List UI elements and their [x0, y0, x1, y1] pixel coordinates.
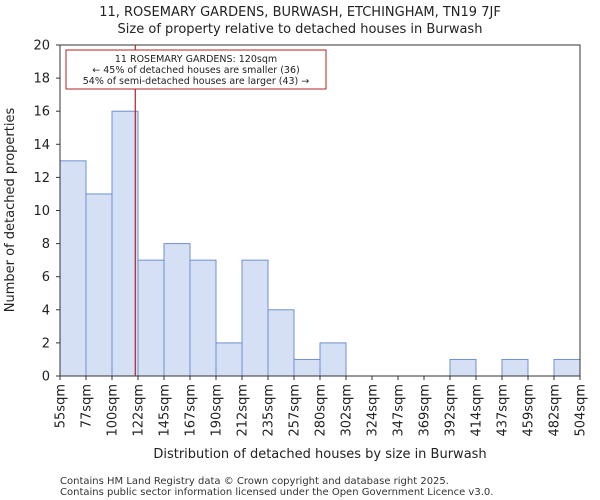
y-tick-label: 10	[33, 204, 50, 219]
y-tick-label: 6	[42, 270, 50, 285]
x-tick-label-257sqm: 257sqm	[288, 384, 303, 437]
annotation-line2: ← 45% of detached houses are smaller (36…	[92, 65, 299, 76]
y-tick-label: 0	[42, 370, 50, 385]
y-tick-label: 2	[42, 336, 50, 351]
y-tick-label: 20	[33, 39, 50, 54]
marker-annotation: 11 ROSEMARY GARDENS: 120sqm ← 45% of det…	[65, 49, 327, 90]
chart-title-line2: Size of property relative to detached ho…	[118, 22, 483, 37]
x-tick-label-167sqm: 167sqm	[184, 384, 199, 437]
x-tick-label-55sqm: 55sqm	[54, 384, 69, 428]
bar-437sqm	[501, 358, 529, 377]
bar-190sqm	[215, 342, 243, 377]
x-tick-label-437sqm: 437sqm	[496, 384, 511, 437]
x-tick-label-504sqm: 504sqm	[574, 384, 589, 437]
y-tick-label: 4	[42, 303, 50, 318]
footer-line2: Contains public sector information licen…	[60, 487, 493, 498]
annotation-line3: 54% of semi-detached houses are larger (…	[83, 76, 310, 87]
bar-482sqm	[553, 358, 581, 377]
x-tick-label-212sqm: 212sqm	[236, 384, 251, 437]
x-tick-label-369sqm: 369sqm	[418, 384, 433, 437]
x-tick-label-145sqm: 145sqm	[158, 384, 173, 437]
annotation-box	[65, 49, 327, 90]
bar-280sqm	[319, 342, 347, 377]
x-tick-label-77sqm: 77sqm	[80, 384, 95, 428]
x-tick-label-235sqm: 235sqm	[262, 384, 277, 437]
x-axis-label: Distribution of detached houses by size …	[153, 447, 486, 462]
y-tick-label: 18	[33, 72, 50, 87]
x-tick-label-122sqm: 122sqm	[132, 384, 147, 437]
x-tick-label-347sqm: 347sqm	[392, 384, 407, 437]
x-tick-label-302sqm: 302sqm	[340, 384, 355, 437]
y-tick-label: 12	[33, 171, 50, 186]
x-tick-label-190sqm: 190sqm	[210, 384, 225, 437]
x-tick-label-100sqm: 100sqm	[106, 384, 121, 437]
footer-line1: Contains HM Land Registry data © Crown c…	[60, 476, 449, 487]
x-tick-label-414sqm: 414sqm	[470, 384, 485, 437]
bar-235sqm	[267, 309, 295, 377]
chart-title-line1: 11, ROSEMARY GARDENS, BURWASH, ETCHINGHA…	[99, 5, 501, 20]
y-tick-label: 8	[42, 237, 50, 252]
bar-100sqm	[111, 110, 139, 377]
bar-122sqm	[137, 259, 165, 377]
y-tick-label: 14	[33, 138, 50, 153]
y-axis-label: Number of detached properties	[3, 108, 18, 313]
bar-212sqm	[241, 259, 269, 377]
x-tick-label-392sqm: 392sqm	[444, 384, 459, 437]
bar-392sqm	[449, 358, 477, 377]
bar-77sqm	[85, 193, 113, 377]
x-tick-label-459sqm: 459sqm	[522, 384, 537, 437]
bar-167sqm	[189, 259, 217, 377]
bar-257sqm	[293, 358, 321, 377]
y-tick-label: 16	[33, 105, 50, 120]
x-tick-label-482sqm: 482sqm	[548, 384, 563, 437]
bar-55sqm	[59, 160, 87, 377]
bar-145sqm	[163, 243, 191, 377]
annotation-line1: 11 ROSEMARY GARDENS: 120sqm	[115, 54, 277, 65]
x-tick-label-324sqm: 324sqm	[366, 384, 381, 437]
x-tick-label-280sqm: 280sqm	[314, 384, 329, 437]
